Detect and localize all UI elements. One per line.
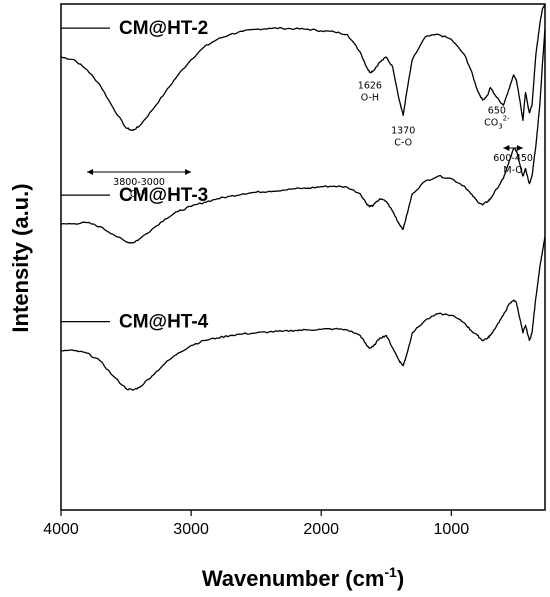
arrow-head [516, 145, 523, 151]
x-axis-ticks: 4000 3000 2000 1000 [43, 510, 469, 538]
formula-superscript: 2- [503, 115, 510, 123]
spectrum-line-2 [60, 3, 546, 132]
band-range-label: 600-450 [493, 153, 533, 164]
legend-label: CM@HT-2 [119, 18, 208, 39]
legend-label: CM@HT-4 [119, 312, 209, 333]
peak-assignment-label: O-H [361, 92, 379, 103]
band-assignment-label: M-O [503, 165, 522, 176]
plot-frame [60, 3, 546, 511]
x-tick-label: 4000 [43, 521, 79, 538]
arrow-head [503, 145, 510, 151]
annotations: 3800-3000O-H1626O-H1370C-O650CO32-600-45… [87, 80, 533, 200]
spectra [60, 3, 546, 391]
peak-position-label: 1626 [358, 80, 382, 91]
legend-label: CM@HT-3 [119, 185, 208, 206]
arrow-head [185, 169, 192, 175]
band-range-label: 3800-3000 [113, 177, 165, 188]
spectrum-line-3 [60, 29, 546, 244]
arrow-head [87, 169, 94, 175]
x-tick-label: 1000 [434, 521, 470, 538]
x-axis-title: Wavenumber (cm-1) [202, 564, 404, 591]
peak-assignment-label: C-O [394, 137, 412, 148]
x-axis-title-close: ) [397, 566, 404, 591]
x-axis-title-main: Wavenumber (cm [202, 566, 385, 591]
y-axis-title: Intensity (a.u.) [8, 183, 33, 332]
x-tick-label: 2000 [303, 521, 339, 538]
peak-position-label: 1370 [391, 125, 415, 136]
spectrum-line-4 [60, 236, 546, 391]
peak-position-label: 650 [488, 106, 506, 117]
x-axis-title-sup: -1 [384, 564, 397, 580]
peak-assignment-label: CO32- [484, 115, 510, 131]
band-assignment-label: O-H [130, 189, 148, 200]
formula-subscript: 3 [498, 123, 502, 131]
x-tick-label: 3000 [173, 521, 209, 538]
legend: CM@HT-2 CM@HT-3 CM@HT-4 [61, 18, 209, 333]
